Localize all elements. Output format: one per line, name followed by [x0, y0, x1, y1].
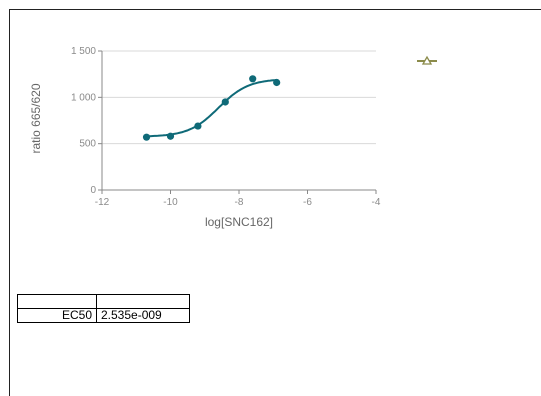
x-axis-ticks: -12 -10 -8 -6 -4 — [95, 190, 381, 208]
x-tick-label: -4 — [372, 197, 381, 208]
data-point — [142, 133, 151, 141]
grid-lines — [102, 50, 376, 145]
x-tick-label: -6 — [303, 197, 312, 208]
x-tick-label: -12 — [95, 197, 110, 208]
data-point — [249, 75, 257, 83]
data-point — [166, 132, 175, 140]
data-point — [194, 122, 202, 130]
data-points — [142, 75, 281, 141]
results-table: EC50 2.535e-009 — [17, 294, 190, 323]
x-tick-label: -8 — [235, 197, 244, 208]
y-tick-label: 1 500 — [71, 46, 96, 57]
y-tick-label: 0 — [90, 185, 96, 196]
x-tick-label: -10 — [163, 197, 178, 208]
triangle-icon — [421, 55, 433, 65]
results-header-cell — [17, 294, 97, 309]
plot-frame — [9, 9, 541, 396]
axes — [101, 51, 376, 191]
y-axis-label: ratio 665/620 — [29, 83, 43, 153]
legend-marker — [417, 55, 437, 65]
y-tick-label: 1 000 — [71, 92, 96, 103]
fit-curve — [146, 78, 277, 138]
ec50-label: EC50 — [17, 308, 97, 323]
data-point — [221, 98, 229, 106]
data-point — [273, 78, 281, 87]
results-header-row — [17, 294, 190, 309]
ec50-value: 2.535e-009 — [96, 308, 190, 323]
x-axis-label: log[SNC162] — [205, 215, 273, 229]
results-header-cell — [96, 294, 190, 309]
results-row-ec50: EC50 2.535e-009 — [17, 308, 190, 323]
y-axis-ticks: 0 500 1 000 1 500 — [71, 46, 102, 196]
y-tick-label: 500 — [79, 139, 96, 150]
